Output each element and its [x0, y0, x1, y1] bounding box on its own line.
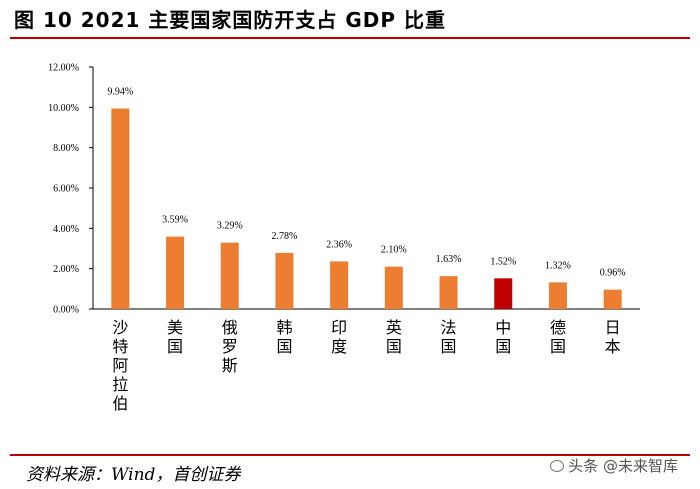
bar: [603, 289, 622, 309]
category-label: 沙特阿拉伯: [112, 318, 128, 413]
data-label: 2.10%: [381, 245, 407, 256]
source-note: 资料来源：Wind，首创证券: [26, 465, 241, 485]
category-label: 俄罗斯: [222, 318, 238, 375]
data-label: 1.32%: [545, 260, 571, 271]
bar: [220, 242, 239, 309]
category-label: 法国: [441, 318, 457, 356]
category-label: 英国: [386, 318, 402, 356]
data-labels: 9.94% 3.59% 3.29% 2.78% 2.36% 2.10% 1.63% 1.52%…: [107, 87, 625, 279]
data-label: 0.96%: [600, 268, 626, 279]
chat-bubble-icon: [550, 459, 565, 472]
category-label: 中国: [495, 318, 511, 356]
data-label: 9.94%: [107, 87, 133, 98]
y-tick-label: 12.00%: [48, 63, 79, 74]
data-label: 3.59%: [162, 215, 188, 226]
figure-title: 图 10 2021 主要国家国防开支占 GDP 比重: [14, 8, 446, 32]
bar: [275, 252, 294, 309]
category-label: 韩国: [276, 318, 292, 356]
y-tick-label: 8.00%: [53, 143, 79, 154]
bars: [111, 108, 622, 309]
category-label: 日本: [605, 318, 621, 356]
data-label: 1.52%: [490, 256, 516, 267]
y-axis: 0.00% 2.00% 4.00% 6.00% 8.00% 10.00% 12.00%: [48, 63, 640, 316]
y-tick-label: 10.00%: [48, 103, 79, 114]
y-tick-label: 0.00%: [53, 305, 79, 316]
bar: [384, 266, 403, 309]
data-label: 2.78%: [272, 231, 298, 242]
bar: [166, 236, 185, 309]
category-label: 德国: [550, 318, 566, 356]
y-tick-label: 4.00%: [53, 224, 79, 235]
y-tick-label: 2.00%: [53, 264, 79, 275]
data-label: 2.36%: [326, 239, 352, 250]
bar: [494, 278, 513, 309]
bar: [330, 261, 349, 309]
y-tick-label: 6.00%: [53, 184, 79, 195]
bottom-rule: [10, 454, 690, 456]
category-label: 印度: [331, 318, 347, 356]
bar: [439, 276, 458, 309]
data-label: 3.29%: [217, 221, 243, 232]
data-label: 1.63%: [436, 254, 462, 265]
bar: [111, 108, 130, 309]
category-label: 美国: [167, 318, 183, 356]
watermark-text: 头条 @未来智库: [568, 457, 678, 475]
top-rule: [10, 37, 690, 39]
watermark: 头条 @未来智库: [550, 455, 678, 476]
bar: [548, 282, 567, 309]
